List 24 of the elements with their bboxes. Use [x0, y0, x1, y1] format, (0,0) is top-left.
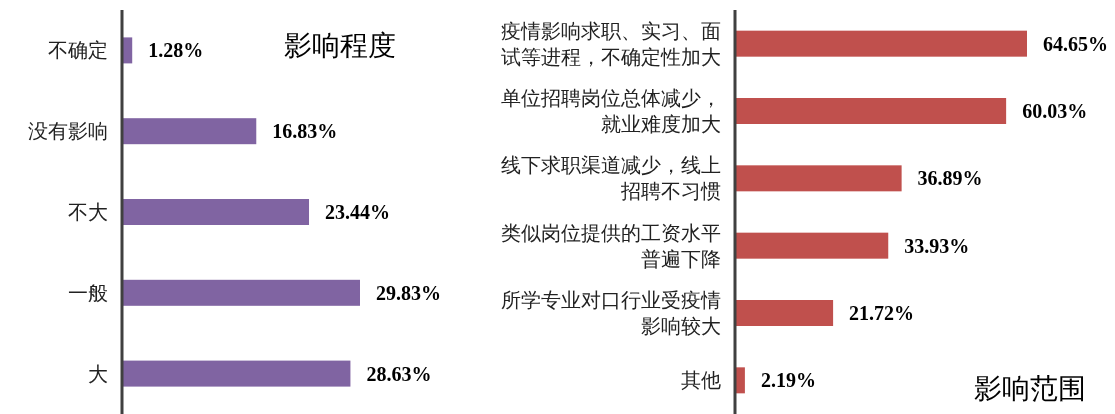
data-label: 29.83% [376, 281, 441, 304]
y-tick-label: 没有影响 [28, 120, 108, 143]
y-tick-label: 大 [88, 362, 108, 385]
y-tick-label: 其他 [681, 369, 721, 392]
y-tick-label: 疫情影响求职、实习、面试等进程，不确定性加大 [501, 19, 721, 68]
data-label: 21.72% [849, 302, 915, 324]
y-tick-label: 一般 [68, 281, 108, 304]
data-label: 2.19% [760, 369, 816, 392]
y-tick-label: 所学专业对口行业受疫情影响较大 [501, 289, 721, 337]
y-tick-label: 不大 [68, 201, 108, 223]
data-label: 60.03% [1022, 100, 1088, 122]
data-label: 64.65% [1043, 32, 1108, 55]
data-label: 23.44% [325, 201, 391, 223]
y-tick-label: 类似岗位提供的工资水平普遍下降 [501, 221, 721, 270]
y-tick-label: 线下求职渠道减少，线上招聘不习惯 [501, 154, 721, 203]
y-tick-label: 单位招聘岗位总体减少，就业难度加大 [501, 87, 721, 135]
data-label: 1.28% [148, 39, 204, 62]
text: 影响范围 [974, 373, 1086, 404]
data-label: 28.63% [366, 362, 432, 385]
data-label: 16.83% [272, 120, 338, 143]
y-tick-label: 不确定 [48, 39, 108, 62]
data-label: 36.89% [917, 167, 983, 190]
data-label: 33.93% [904, 234, 970, 257]
text: 影响程度 [284, 30, 396, 61]
